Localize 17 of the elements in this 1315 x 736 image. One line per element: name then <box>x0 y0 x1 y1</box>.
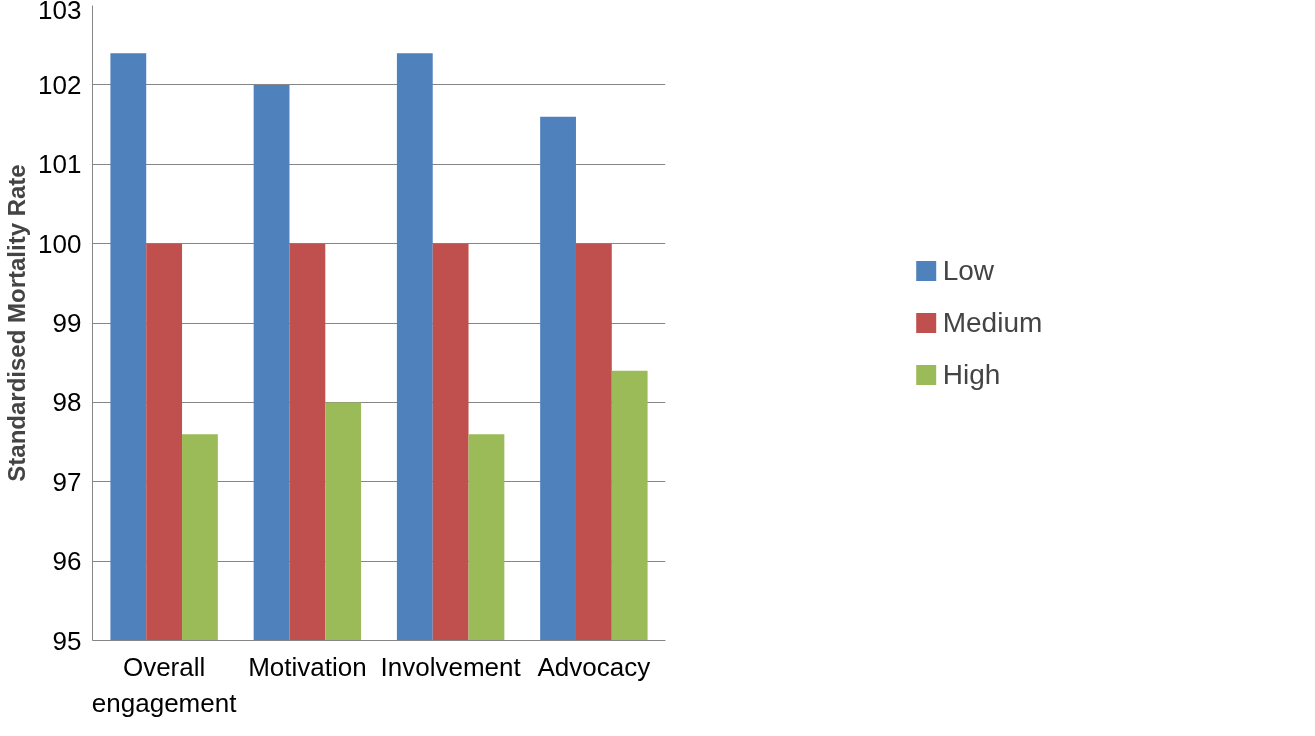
y-tick-label: 102 <box>38 69 82 100</box>
y-tick-label: 103 <box>38 0 82 25</box>
y-tick-label: 97 <box>52 466 82 497</box>
y-tick-label: 99 <box>52 308 82 338</box>
x-tick-label: Overall engagement <box>91 651 238 718</box>
legend-label: Medium <box>942 306 1043 339</box>
x-tick-label: Advocacy <box>537 651 651 682</box>
y-axis-title: Standardised Mortality Rate <box>3 164 31 482</box>
legend-label: High <box>942 358 1001 391</box>
legend-label: Low <box>942 254 995 287</box>
x-tick-label: Involvement <box>380 651 522 682</box>
y-tick-label: 98 <box>52 387 82 418</box>
x-tick-label: Motivation <box>248 651 367 682</box>
y-tick-label: 96 <box>52 546 82 577</box>
y-tick-label: 101 <box>38 149 82 180</box>
y-tick-label: 100 <box>38 228 82 259</box>
y-tick-label: 95 <box>52 625 82 656</box>
